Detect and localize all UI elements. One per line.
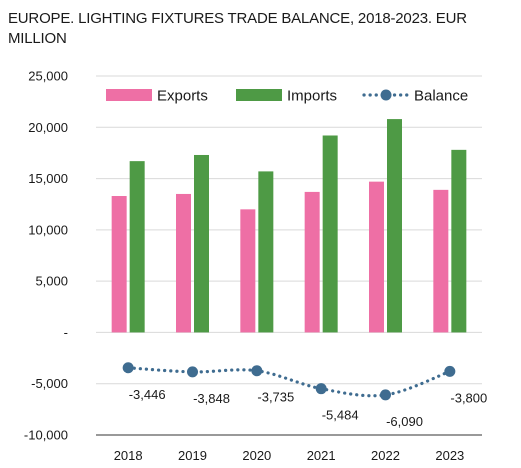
balance-data-label: -3,735 bbox=[257, 390, 294, 405]
y-tick-label: 20,000 bbox=[28, 120, 68, 135]
y-tick-label: - bbox=[64, 325, 68, 340]
y-axis: 25,000 20,000 15,000 10,000 5,000 - -5,000 -10,… bbox=[24, 69, 68, 443]
x-tick-label: 2023 bbox=[435, 448, 464, 463]
balance-data-label: -3,446 bbox=[129, 387, 166, 402]
balance-point bbox=[122, 362, 134, 374]
balance-data-label: -5,484 bbox=[322, 408, 359, 423]
x-tick-label: 2022 bbox=[371, 448, 400, 463]
x-axis: 2018 2019 2020 2021 2022 2023 bbox=[114, 448, 465, 463]
x-tick-label: 2021 bbox=[307, 448, 336, 463]
y-tick-label: 15,000 bbox=[28, 171, 68, 186]
y-tick-label: -5,000 bbox=[31, 376, 68, 391]
y-tick-label: 10,000 bbox=[28, 222, 68, 237]
exports-bar bbox=[369, 181, 384, 333]
x-tick-label: 2019 bbox=[178, 448, 207, 463]
legend-label-exports: Exports bbox=[157, 88, 208, 105]
y-tick-label: 25,000 bbox=[28, 69, 68, 84]
x-tick-label: 2018 bbox=[114, 448, 143, 463]
legend-label-balance: Balance bbox=[414, 88, 468, 105]
balance-point bbox=[251, 365, 263, 377]
imports-bar bbox=[129, 161, 145, 333]
balance-line: -3,446 -3,848 -3,735 -5,484 -6,090 -3,800 bbox=[122, 362, 487, 429]
imports-bar bbox=[451, 149, 467, 333]
balance-data-label: -3,800 bbox=[450, 390, 487, 405]
exports-bar bbox=[304, 191, 320, 333]
bars bbox=[111, 119, 467, 333]
balance-data-label: -3,848 bbox=[193, 391, 230, 406]
balance-line-path bbox=[126, 366, 452, 398]
y-tick-label: -10,000 bbox=[24, 428, 68, 443]
imports-bar bbox=[322, 135, 338, 333]
y-tick-label: 5,000 bbox=[35, 274, 68, 289]
balance-point bbox=[315, 383, 327, 395]
exports-bar bbox=[433, 189, 449, 333]
exports-bar bbox=[240, 209, 256, 333]
balance-point bbox=[187, 366, 198, 378]
imports-bar bbox=[387, 119, 402, 333]
balance-data-label: -6,090 bbox=[386, 414, 423, 429]
exports-bar bbox=[111, 196, 127, 333]
exports-bar bbox=[176, 193, 191, 333]
balance-point bbox=[444, 365, 456, 377]
legend-swatch-exports bbox=[106, 89, 152, 101]
gridlines bbox=[96, 75, 482, 436]
imports-bar bbox=[194, 154, 209, 333]
legend-swatch-imports bbox=[236, 89, 282, 101]
chart-title: EUROPE. LIGHTING FIXTURES TRADE BALANCE,… bbox=[8, 10, 467, 47]
balance-point bbox=[380, 389, 391, 401]
legend-label-imports: Imports bbox=[287, 88, 337, 105]
x-tick-label: 2020 bbox=[242, 448, 271, 463]
imports-bar bbox=[258, 171, 274, 333]
legend: Exports Imports Balance bbox=[106, 88, 468, 105]
legend-swatch-balance-marker bbox=[380, 89, 392, 101]
